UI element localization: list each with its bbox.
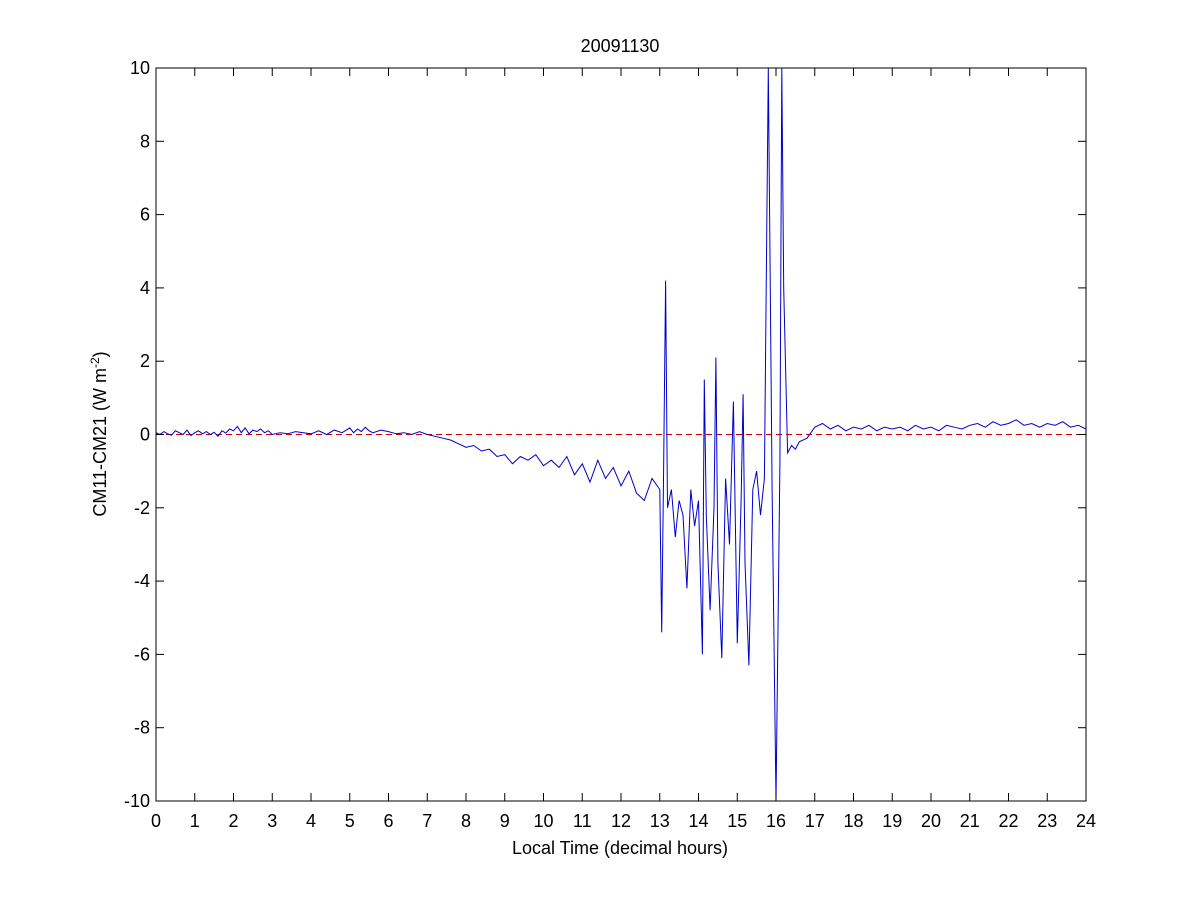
y-tick-label: -8 bbox=[134, 718, 150, 738]
x-tick-label: 19 bbox=[882, 811, 902, 831]
x-tick-label: 4 bbox=[306, 811, 316, 831]
x-tick-label: 15 bbox=[727, 811, 747, 831]
y-tick-label: -4 bbox=[134, 571, 150, 591]
y-axis-label: CM11-CM21 (W m-2) bbox=[88, 351, 110, 516]
x-axis-label: Local Time (decimal hours) bbox=[512, 838, 728, 858]
x-tick-label: 0 bbox=[151, 811, 161, 831]
y-tick-label: 6 bbox=[140, 205, 150, 225]
series-group bbox=[156, 68, 1086, 801]
x-tick-label: 13 bbox=[650, 811, 670, 831]
x-tick-label: 7 bbox=[422, 811, 432, 831]
y-tick-label: 10 bbox=[130, 58, 150, 78]
y-tick-label: -10 bbox=[124, 791, 150, 811]
x-tick-label: 8 bbox=[461, 811, 471, 831]
x-tick-label: 21 bbox=[960, 811, 980, 831]
x-tick-label: 22 bbox=[998, 811, 1018, 831]
y-axis-label-sup: -2 bbox=[88, 357, 102, 368]
y-tick-label: 8 bbox=[140, 131, 150, 151]
series-line-0 bbox=[156, 68, 1086, 801]
x-tick-label: 10 bbox=[533, 811, 553, 831]
x-tick-label: 9 bbox=[500, 811, 510, 831]
y-axis-label-main: CM11-CM21 (W m bbox=[90, 368, 110, 517]
x-tick-label: 6 bbox=[383, 811, 393, 831]
x-tick-label: 17 bbox=[805, 811, 825, 831]
x-tick-label: 16 bbox=[766, 811, 786, 831]
chart-title: 20091130 bbox=[581, 36, 660, 56]
x-tick-label: 11 bbox=[573, 811, 592, 831]
x-tick-label: 14 bbox=[688, 811, 708, 831]
x-tick-label: 1 bbox=[190, 811, 200, 831]
x-tick-label: 5 bbox=[345, 811, 355, 831]
x-tick-label: 18 bbox=[843, 811, 863, 831]
x-tick-label: 20 bbox=[921, 811, 941, 831]
x-tick-label: 3 bbox=[267, 811, 277, 831]
x-tick-label: 12 bbox=[611, 811, 631, 831]
y-ticks: -10 -8 -6 -4 -2 0 2 4 6 8 10 bbox=[124, 58, 1086, 811]
x-tick-label: 23 bbox=[1037, 811, 1057, 831]
y-tick-label: 2 bbox=[140, 351, 150, 371]
y-tick-label: -2 bbox=[134, 498, 150, 518]
y-tick-label: 4 bbox=[140, 278, 150, 298]
y-tick-label: -6 bbox=[134, 644, 150, 664]
y-tick-label: 0 bbox=[140, 425, 150, 445]
x-tick-label: 24 bbox=[1076, 811, 1096, 831]
y-axis-label-close: ) bbox=[90, 351, 110, 357]
x-tick-label: 2 bbox=[228, 811, 238, 831]
x-ticks: 0 1 2 3 4 5 6 7 8 9 10 11 12 13 14 15 16 17 18 19 20 21 22 23 24 bbox=[151, 68, 1096, 831]
